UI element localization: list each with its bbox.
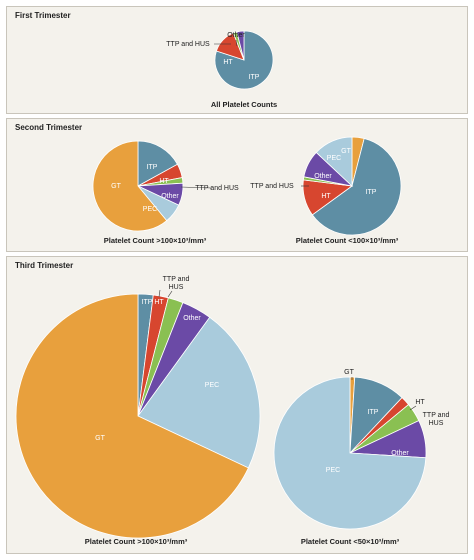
slice-label: Other [391, 450, 409, 457]
slice-label: PEC [326, 467, 340, 474]
panel-title: Third Trimester [15, 261, 74, 270]
slice-label: TTP and HUS [423, 412, 450, 427]
slice-label: ITP [368, 409, 379, 416]
slice-label: HT [321, 193, 331, 200]
pie-slice-itp [137, 140, 178, 187]
slice-label: TTP and HUS [166, 41, 210, 48]
leader-line [167, 290, 173, 298]
pie-slice-pec [273, 376, 427, 530]
slice-label: HT [223, 59, 233, 66]
leader-line [409, 405, 417, 411]
slice-label: HT [154, 299, 164, 306]
slice-label: Other [314, 173, 332, 180]
slice-label: PEC [327, 155, 341, 162]
slice-label: ITP [147, 164, 158, 171]
chart-caption: Platelet Count >100×10³/mm³ [103, 236, 207, 245]
slice-label: ITP [142, 299, 153, 306]
pie-slice-other [236, 30, 245, 61]
leader-line [180, 186, 213, 189]
pie-slice-itp [311, 138, 402, 236]
slice-label: HT [415, 399, 425, 406]
slice-label: GT [95, 435, 105, 442]
chart-caption: All Platelet Counts [210, 100, 278, 109]
slice-label: TTP and HUS [163, 276, 190, 291]
slice-label: Other [227, 32, 245, 39]
leader-line [235, 39, 238, 47]
slice-label: PEC [205, 382, 219, 389]
chart-caption: Platelet Count <50×10³/mm³ [300, 537, 400, 546]
slice-label: GT [111, 183, 121, 190]
pie-slice-pec [315, 136, 353, 187]
chart-caption: Platelet Count <100×10³/mm³ [295, 236, 399, 245]
pie-chart: GT ITP HT TTP and HUS Other PEC [250, 136, 402, 236]
pie-chart: GT ITP HT TTP and HUS Other PEC [273, 369, 450, 530]
slice-label: Other [183, 315, 201, 322]
pie-slice-gt [92, 140, 168, 232]
leader-line [158, 289, 161, 298]
pie-chart: ITP HT TTP and HUS Other PEC GT [15, 276, 261, 539]
pie-slice-gt [15, 293, 249, 539]
slice-label: TTP and HUS [250, 183, 294, 190]
slice-label: PEC [143, 206, 157, 213]
pie-slice-itp [214, 30, 274, 90]
chart-caption: Platelet Count >100×10³/mm³ [84, 537, 188, 546]
slice-label: TTP and HUS [195, 185, 239, 192]
panel-title: First Trimester [15, 11, 71, 20]
panel-title: Second Trimester [15, 123, 83, 132]
slice-label: ITP [249, 74, 260, 81]
slice-label: HT [159, 178, 169, 185]
slice-label: ITP [366, 189, 377, 196]
slice-label: Other [161, 193, 179, 200]
pie-chart: ITP HT TTP and HUS Other [166, 30, 274, 90]
slice-label: GT [344, 369, 354, 376]
slice-label: GT [341, 148, 351, 155]
